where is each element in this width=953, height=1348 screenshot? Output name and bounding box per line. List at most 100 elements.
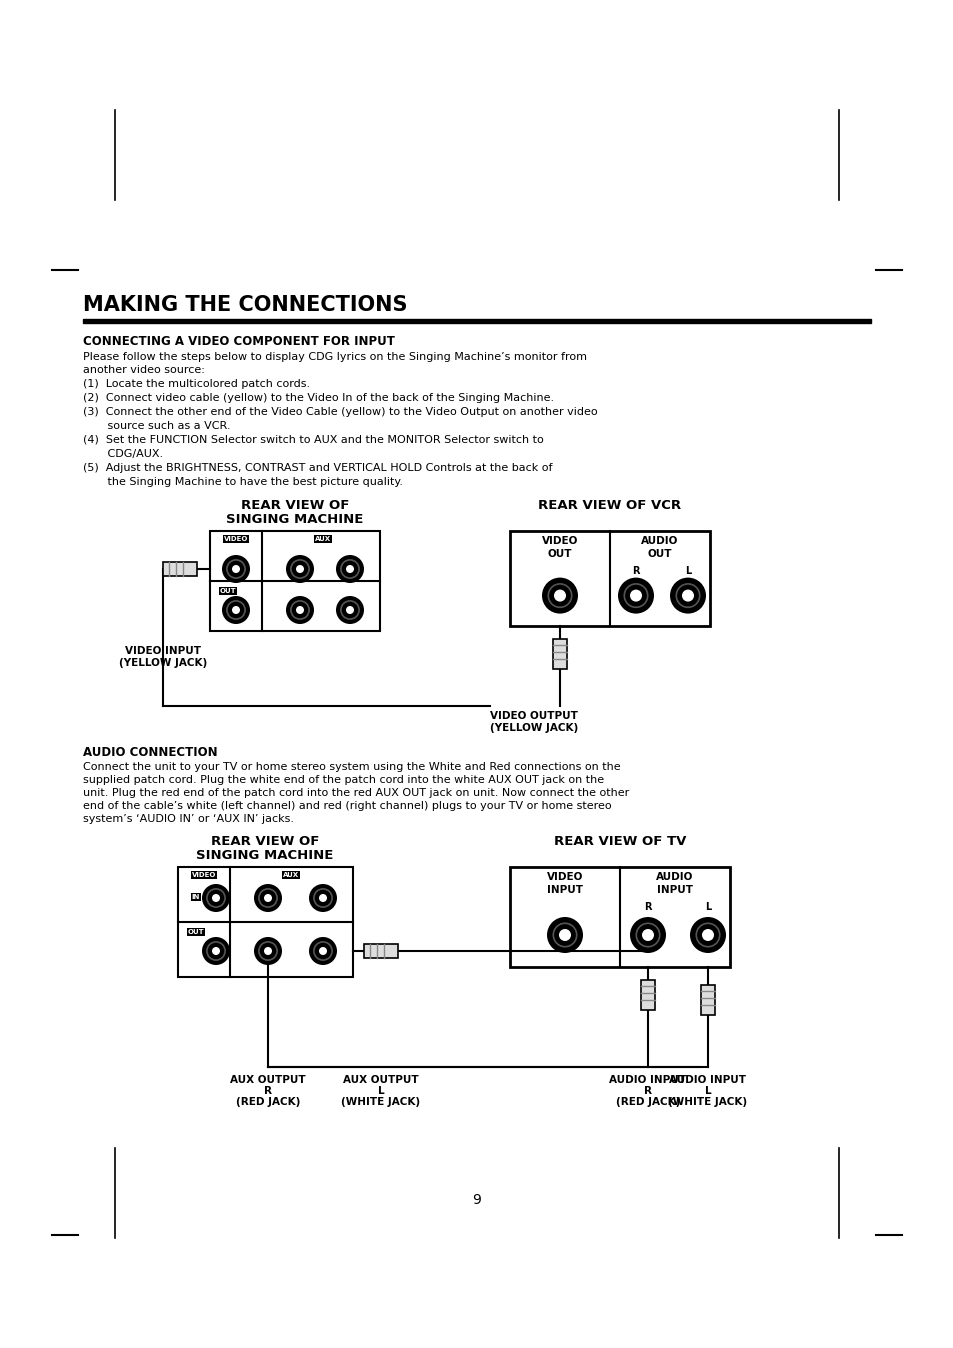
Circle shape [253,884,282,913]
Circle shape [295,607,304,613]
Text: VIDEO INPUT: VIDEO INPUT [125,646,201,656]
Circle shape [558,929,571,941]
Circle shape [295,565,304,573]
Circle shape [264,948,272,954]
Text: L: L [704,1086,711,1096]
Circle shape [618,577,654,613]
Text: VIDEO: VIDEO [224,537,248,542]
Circle shape [212,948,220,954]
Text: source such as a VCR.: source such as a VCR. [83,421,231,431]
Bar [210,531,379,631]
Bar [553,639,566,669]
Text: AUDIO INPUT: AUDIO INPUT [669,1074,745,1085]
Text: (YELLOW JACK): (YELLOW JACK) [119,658,207,669]
Text: R: R [632,566,639,576]
Circle shape [346,607,354,613]
Text: R: R [643,1086,651,1096]
Circle shape [554,589,565,601]
Circle shape [318,948,327,954]
Text: CDG/AUX.: CDG/AUX. [83,449,163,460]
Text: (3)  Connect the other end of the Video Cable (yellow) to the Video Output on an: (3) Connect the other end of the Video C… [83,407,597,417]
Bar [510,867,729,967]
Circle shape [222,555,250,582]
Text: INPUT: INPUT [546,886,582,895]
Text: AUDIO: AUDIO [656,872,693,882]
Text: system’s ‘AUDIO IN’ or ‘AUX IN’ jacks.: system’s ‘AUDIO IN’ or ‘AUX IN’ jacks. [83,814,294,824]
Text: L: L [347,549,353,558]
Circle shape [212,894,220,902]
Text: OUT: OUT [547,549,572,559]
Text: (WHITE JACK): (WHITE JACK) [668,1097,747,1107]
Bar [700,985,714,1015]
Text: R: R [296,549,303,558]
Text: L: L [320,886,325,894]
Text: the Singing Machine to have the best picture quality.: the Singing Machine to have the best pic… [83,477,402,487]
Circle shape [335,596,364,624]
Circle shape [546,917,582,953]
Circle shape [541,577,578,613]
Circle shape [264,894,272,902]
Text: IN: IN [192,894,200,900]
Bar [83,319,870,324]
Text: L: L [684,566,690,576]
Text: L: L [704,902,710,913]
Text: R: R [643,902,651,913]
Text: Please follow the steps below to display CDG lyrics on the Singing Machine’s mon: Please follow the steps below to display… [83,352,586,363]
Text: AUX: AUX [314,537,331,542]
Text: (WHITE JACK): (WHITE JACK) [341,1097,420,1107]
Text: REAR VIEW OF TV: REAR VIEW OF TV [554,834,685,848]
Text: OUT: OUT [219,588,236,594]
Text: AUDIO CONNECTION: AUDIO CONNECTION [83,745,217,759]
Circle shape [309,937,336,965]
Text: AUX OUTPUT: AUX OUTPUT [230,1074,306,1085]
Circle shape [286,596,314,624]
Circle shape [232,565,240,573]
Text: R: R [264,1086,272,1096]
Circle shape [681,589,693,601]
Text: VIDEO: VIDEO [192,872,216,878]
Text: (YELLOW JACK): (YELLOW JACK) [490,723,578,733]
Bar [163,562,196,576]
Text: R: R [265,886,271,894]
Text: AUDIO INPUT: AUDIO INPUT [609,1074,686,1085]
Text: (2)  Connect video cable (yellow) to the Video In of the back of the Singing Mac: (2) Connect video cable (yellow) to the … [83,394,554,403]
Text: Connect the unit to your TV or home stereo system using the White and Red connec: Connect the unit to your TV or home ster… [83,762,620,772]
Bar [364,944,397,958]
Text: CONNECTING A VIDEO COMPONENT FOR INPUT: CONNECTING A VIDEO COMPONENT FOR INPUT [83,336,395,348]
Text: supplied patch cord. Plug the white end of the patch cord into the white AUX OUT: supplied patch cord. Plug the white end … [83,775,603,785]
Text: VIDEO: VIDEO [541,537,578,546]
Text: 9: 9 [472,1193,481,1206]
Circle shape [346,565,354,573]
Circle shape [701,929,713,941]
Text: VIDEO OUTPUT: VIDEO OUTPUT [490,710,578,721]
Circle shape [689,917,725,953]
Bar [510,531,709,625]
Text: unit. Plug the red end of the patch cord into the red AUX OUT jack on unit. Now : unit. Plug the red end of the patch cord… [83,789,629,798]
Text: SINGING MACHINE: SINGING MACHINE [226,514,363,526]
Text: another video source:: another video source: [83,365,205,375]
Circle shape [222,596,250,624]
Circle shape [232,607,240,613]
Circle shape [286,555,314,582]
Text: AUDIO: AUDIO [640,537,678,546]
Text: end of the cable’s white (left channel) and red (right channel) plugs to your TV: end of the cable’s white (left channel) … [83,801,611,811]
Text: (4)  Set the FUNCTION Selector switch to AUX and the MONITOR Selector switch to: (4) Set the FUNCTION Selector switch to … [83,435,543,445]
Text: VIDEO: VIDEO [546,872,582,882]
Circle shape [335,555,364,582]
Text: REAR VIEW OF: REAR VIEW OF [240,499,349,512]
Circle shape [202,884,230,913]
Circle shape [629,589,641,601]
Circle shape [641,929,654,941]
Bar [178,867,353,977]
Text: INPUT: INPUT [657,886,692,895]
Text: (RED JACK): (RED JACK) [616,1097,679,1107]
Text: AUX OUTPUT: AUX OUTPUT [343,1074,418,1085]
Text: OUT: OUT [188,929,204,936]
Circle shape [669,577,705,613]
Text: REAR VIEW OF VCR: REAR VIEW OF VCR [537,499,680,512]
Circle shape [318,894,327,902]
Circle shape [253,937,282,965]
Circle shape [309,884,336,913]
Bar [640,980,655,1010]
Text: (1)  Locate the multicolored patch cords.: (1) Locate the multicolored patch cords. [83,379,310,390]
